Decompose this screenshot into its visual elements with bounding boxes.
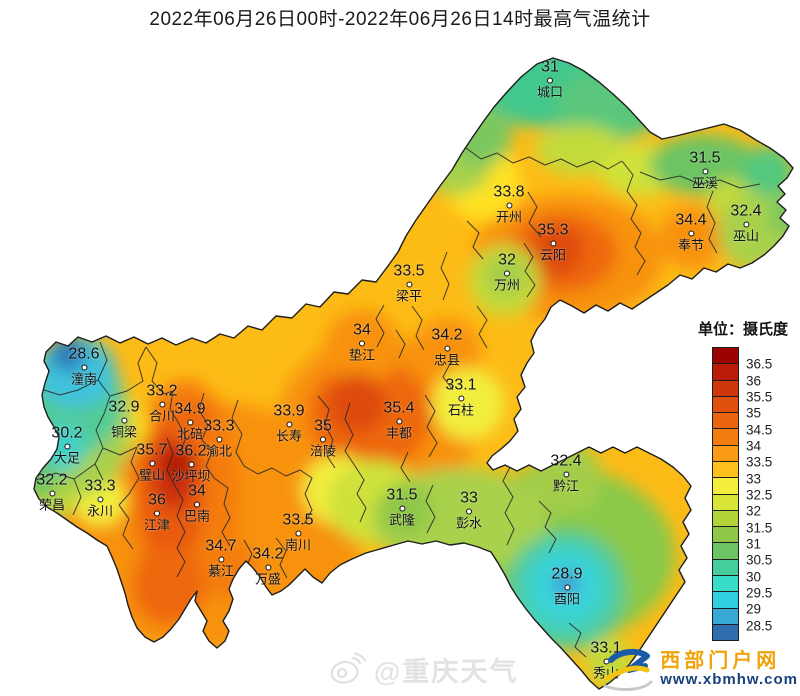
legend-color-band bbox=[713, 607, 738, 624]
municipal-boundary bbox=[33, 57, 794, 690]
district-boundaries bbox=[35, 147, 761, 658]
legend-tick-label: 34.5 bbox=[746, 422, 773, 438]
legend-tick-label: 35.5 bbox=[746, 389, 773, 405]
site-logo-icon bbox=[603, 648, 653, 691]
legend-tick-label: 30.5 bbox=[746, 552, 773, 568]
legend-tick-label: 32 bbox=[746, 503, 762, 519]
legend-tick-label: 31.5 bbox=[746, 520, 773, 536]
legend-color-band bbox=[713, 493, 738, 510]
legend-tick-label: 33.5 bbox=[746, 454, 773, 470]
page-title: 2022年06月26日00时-2022年06月26日14时最高气温统计 bbox=[149, 9, 651, 30]
site-url: www.xbmhw.com bbox=[660, 670, 798, 688]
legend-color-band bbox=[713, 509, 738, 527]
legend-color-band bbox=[713, 477, 738, 494]
legend-tick-label: 29.5 bbox=[746, 585, 773, 601]
legend-tick-label: 36.5 bbox=[746, 356, 773, 372]
site-logo: 西部门户网 www.xbmhw.com bbox=[601, 646, 798, 692]
legend-color-band bbox=[713, 591, 738, 608]
temperature-fill-layer bbox=[34, 58, 793, 689]
legend-color-band bbox=[713, 460, 738, 478]
site-name: 西部门户网 bbox=[660, 649, 781, 672]
legend-tick-label: 31 bbox=[746, 536, 762, 552]
legend-unit-label: 单位：摄氏度 bbox=[698, 321, 789, 338]
legend-color-band bbox=[713, 363, 738, 380]
legend-color-band bbox=[713, 379, 738, 396]
legend-color-band bbox=[713, 444, 738, 461]
legend-tick-label: 33 bbox=[746, 471, 762, 487]
legend-color-band bbox=[713, 623, 738, 641]
legend-color-band bbox=[713, 412, 738, 429]
watermark: @重庆天气 bbox=[328, 650, 518, 689]
watermark-text: @重庆天气 bbox=[374, 657, 519, 687]
legend-color-band bbox=[713, 348, 738, 364]
legend-color-band bbox=[713, 526, 738, 543]
legend-color-band bbox=[713, 574, 738, 592]
legend-tick-label: 32.5 bbox=[746, 487, 773, 503]
legend-tick-label: 34 bbox=[746, 438, 762, 454]
legend-color-bar bbox=[712, 347, 739, 641]
legend-tick-label: 29 bbox=[746, 601, 762, 617]
legend-color-band bbox=[713, 542, 738, 559]
legend-tick-label: 35 bbox=[746, 405, 762, 421]
legend-tick-label: 36 bbox=[746, 373, 762, 389]
weibo-icon bbox=[330, 651, 367, 684]
legend-color-band bbox=[713, 395, 738, 413]
legend-tick-label: 28.5 bbox=[746, 618, 773, 634]
legend-color-band bbox=[713, 558, 738, 575]
legend-color-band bbox=[713, 428, 738, 445]
legend-tick-label: 30 bbox=[746, 569, 762, 585]
